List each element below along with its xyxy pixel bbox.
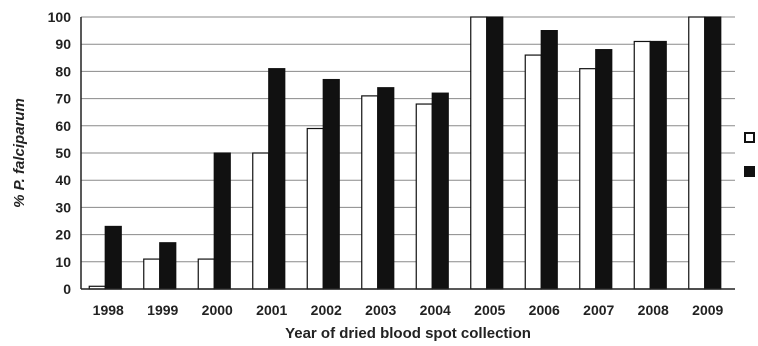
bar-series-1-2003 [361,95,379,290]
y-tick-label: 10 [55,254,71,270]
legend-swatch-series-1 [744,132,755,143]
y-tick-label: 40 [55,172,71,188]
bar-series-2-2002 [322,78,340,290]
y-tick-label: 30 [55,199,71,215]
bar-series-2-2000 [213,152,231,290]
x-axis-title: Year of dried blood spot collection [285,325,531,342]
x-tick-label: 1999 [147,302,178,318]
bar-series-2-2006 [540,30,558,290]
y-tick-label: 0 [63,281,71,297]
y-tick-label: 80 [55,63,71,79]
x-tick-label: 2004 [420,302,451,318]
bar-series-2-2005 [486,16,504,290]
legend-swatch-series-2 [744,166,755,177]
bar-series-2-2008 [649,40,667,290]
bar-series-2-2001 [268,68,286,290]
y-tick-label: 100 [48,9,72,25]
bar-series-2-2007 [595,49,613,290]
bar-series-2-2009 [704,16,722,290]
x-tick-label: 2005 [474,302,505,318]
x-tick-label: 1998 [93,302,124,318]
bar-series-1-2000 [197,258,215,290]
bar-series-1-2002 [306,127,324,290]
bar-series-2-2003 [377,87,395,290]
bar-series-1-2008 [633,40,651,290]
x-tick-label: 2008 [638,302,669,318]
x-tick-label: 2009 [692,302,723,318]
y-tick-label: 50 [55,145,71,161]
y-tick-labels: 0 10 20 30 40 50 60 70 80 90 100 [48,9,72,297]
legend [744,132,755,177]
bar-series-1-2006 [524,54,542,290]
x-tick-label: 2000 [202,302,233,318]
x-tick-labels: 1998 1999 2000 2001 2002 2003 2004 2005 2006 2007… [93,302,724,318]
bar-series-1-2009 [688,16,706,290]
x-tick-label: 2006 [529,302,560,318]
x-tick-label: 2003 [365,302,396,318]
y-tick-label: 70 [55,91,71,107]
bar-series-2-2004 [431,92,449,290]
bar-series-2-1998 [104,225,122,290]
bar-series-1-2005 [470,16,488,290]
bar-series-1-2004 [415,103,433,290]
bar-series-2-1999 [159,242,177,290]
y-tick-label: 20 [55,227,71,243]
bar-series-1-2007 [579,68,597,290]
y-tick-label: 90 [55,36,71,52]
x-tick-label: 2001 [256,302,287,318]
x-tick-label: 2002 [311,302,342,318]
gridlines [81,16,735,263]
y-axis-title: % P. falciparum [11,98,28,208]
bar-series-1-1999 [143,258,161,290]
y-tick-label: 60 [55,118,71,134]
axes [80,17,735,290]
x-tick-label: 2007 [583,302,614,318]
bar-series-1-2001 [252,152,270,290]
